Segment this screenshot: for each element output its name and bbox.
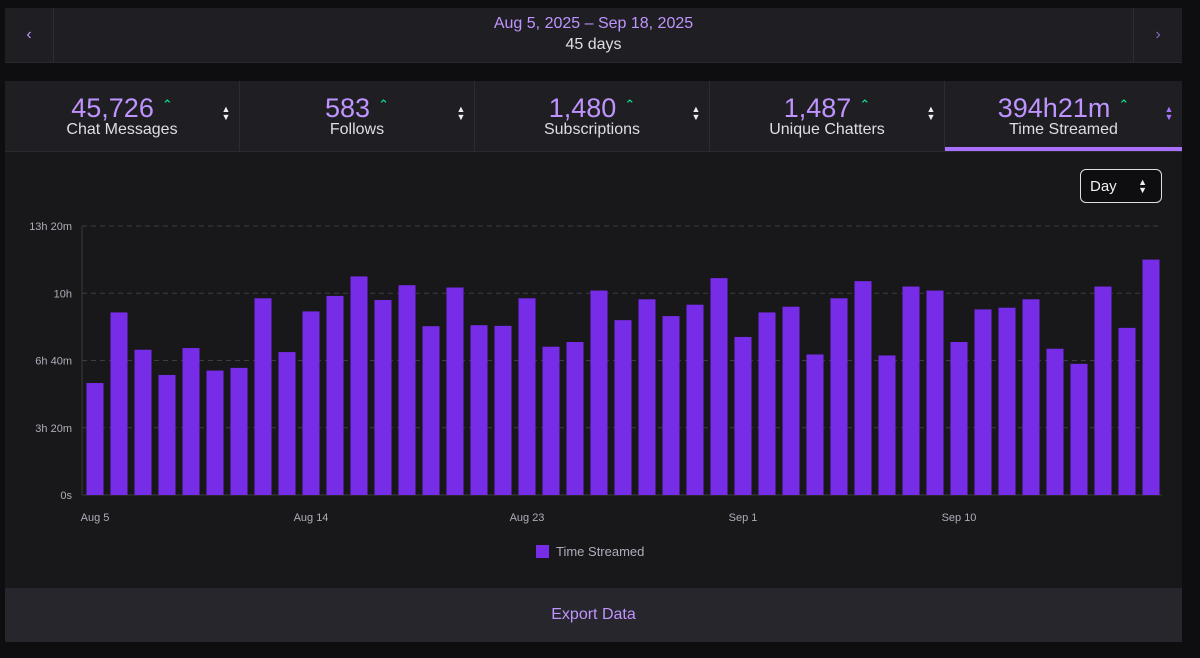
bar[interactable] bbox=[782, 306, 800, 495]
stat-value: 1,487 bbox=[783, 93, 852, 123]
previous-range-button[interactable]: ‹ bbox=[5, 8, 54, 62]
bar[interactable] bbox=[734, 336, 752, 495]
stat-tab-chat-messages[interactable]: 45,726 ⌃ Chat Messages ▲ ▼ bbox=[5, 81, 240, 151]
bar[interactable] bbox=[854, 281, 872, 495]
bar[interactable] bbox=[1022, 299, 1040, 495]
bar[interactable] bbox=[278, 352, 296, 495]
y-tick-label: 0s bbox=[60, 490, 72, 502]
stat-label: Follows bbox=[329, 121, 385, 138]
stat-tab-time-streamed[interactable]: 394h21m ⌃ Time Streamed ▲ ▼ bbox=[945, 81, 1182, 151]
trend-up-icon: ⌃ bbox=[378, 97, 389, 112]
bar[interactable] bbox=[110, 312, 128, 495]
bar[interactable] bbox=[710, 278, 728, 495]
bar[interactable] bbox=[1118, 327, 1136, 495]
bar[interactable] bbox=[1094, 286, 1112, 495]
bar[interactable] bbox=[974, 309, 992, 495]
bar[interactable] bbox=[638, 299, 656, 495]
sort-icon[interactable]: ▲ ▼ bbox=[456, 104, 466, 122]
bar[interactable] bbox=[86, 383, 104, 495]
sort-icon[interactable]: ▲ ▼ bbox=[1164, 104, 1174, 122]
bar[interactable] bbox=[1070, 363, 1088, 495]
bar[interactable] bbox=[998, 307, 1016, 495]
bar[interactable] bbox=[494, 325, 512, 495]
bar[interactable] bbox=[662, 316, 680, 495]
bar[interactable] bbox=[422, 326, 440, 495]
stat-value: 45,726 bbox=[71, 93, 154, 123]
trend-up-icon: ⌃ bbox=[161, 97, 173, 112]
bar[interactable] bbox=[1046, 348, 1064, 495]
bar[interactable] bbox=[470, 325, 488, 495]
bar[interactable] bbox=[590, 290, 608, 495]
trend-up-icon: ⌃ bbox=[624, 97, 636, 112]
export-data-button[interactable]: Export Data bbox=[5, 588, 1182, 642]
stat-tab-unique-chatters[interactable]: 1,487 ⌃ Unique Chatters ▲ ▼ bbox=[710, 81, 945, 151]
bar[interactable] bbox=[182, 348, 200, 495]
bar[interactable] bbox=[350, 276, 368, 495]
stat-label: Unique Chatters bbox=[769, 121, 885, 138]
stat-value: 394h21m bbox=[997, 93, 1111, 123]
stat-label: Chat Messages bbox=[66, 121, 178, 138]
bar[interactable] bbox=[518, 298, 536, 495]
bar[interactable] bbox=[254, 298, 272, 495]
trend-up-icon: ⌃ bbox=[859, 97, 871, 112]
bar[interactable] bbox=[614, 320, 632, 495]
bar[interactable] bbox=[902, 286, 920, 495]
time-streamed-chart: 0s 3h 20m 6h 40m 10h 13h 20m Aug 5 Aug 14 Aug … bbox=[29, 221, 1162, 559]
legend-label: Time Streamed bbox=[556, 544, 644, 559]
bar[interactable] bbox=[806, 354, 824, 495]
sort-icon[interactable]: ▲ ▼ bbox=[221, 104, 231, 122]
bar[interactable] bbox=[686, 304, 704, 495]
analytics-panel: 45,726 ⌃ Chat Messages ▲ ▼ 583 ⌃ Follows ▲ ▼… bbox=[5, 81, 1182, 642]
bar[interactable] bbox=[134, 349, 152, 495]
bar[interactable] bbox=[926, 290, 944, 495]
bar[interactable] bbox=[566, 342, 584, 495]
x-tick-label: Aug 23 bbox=[510, 512, 545, 524]
legend-swatch bbox=[536, 545, 549, 558]
bar[interactable] bbox=[446, 287, 464, 495]
bar[interactable] bbox=[230, 367, 248, 495]
x-tick-label: Aug 5 bbox=[81, 512, 110, 524]
bar[interactable] bbox=[950, 342, 968, 495]
date-range-display: Aug 5, 2025 – Sep 18, 2025 45 days bbox=[53, 8, 1134, 62]
bar[interactable] bbox=[830, 298, 848, 495]
chevron-right-icon: › bbox=[1155, 26, 1161, 43]
select-caret-icon: ▲ ▼ bbox=[1138, 177, 1147, 195]
stat-tabs: 45,726 ⌃ Chat Messages ▲ ▼ 583 ⌃ Follows ▲ ▼… bbox=[5, 81, 1182, 152]
date-range-length: 45 days bbox=[565, 36, 622, 53]
sort-icon[interactable]: ▲ ▼ bbox=[926, 104, 936, 122]
bar[interactable] bbox=[374, 299, 392, 495]
bar[interactable] bbox=[326, 295, 344, 495]
bar[interactable] bbox=[758, 312, 776, 495]
x-tick-label: Sep 1 bbox=[729, 512, 758, 524]
stat-value: 1,480 bbox=[548, 93, 617, 123]
bar[interactable] bbox=[302, 311, 320, 495]
stat-label: Subscriptions bbox=[543, 121, 641, 138]
granularity-value: Day bbox=[1090, 177, 1117, 195]
bar[interactable] bbox=[398, 285, 416, 495]
y-tick-label: 6h 40m bbox=[35, 356, 72, 368]
chevron-left-icon: ‹ bbox=[26, 26, 32, 43]
stat-tab-follows[interactable]: 583 ⌃ Follows ▲ ▼ bbox=[240, 81, 475, 151]
stat-value: 583 bbox=[325, 93, 371, 123]
sort-icon[interactable]: ▲ ▼ bbox=[691, 104, 701, 122]
trend-up-icon: ⌃ bbox=[1118, 97, 1130, 112]
stat-label: Time Streamed bbox=[1009, 121, 1118, 138]
x-tick-label: Aug 14 bbox=[294, 512, 329, 524]
bar[interactable] bbox=[206, 370, 224, 495]
bar[interactable] bbox=[1142, 259, 1160, 495]
y-tick-label: 13h 20m bbox=[29, 221, 72, 233]
date-range-dates: Aug 5, 2025 – Sep 18, 2025 bbox=[493, 15, 694, 32]
date-range-bar: ‹ Aug 5, 2025 – Sep 18, 2025 45 days › bbox=[5, 8, 1182, 63]
bar[interactable] bbox=[542, 346, 560, 495]
granularity-select[interactable]: Day ▲ ▼ bbox=[1080, 169, 1162, 203]
stat-tab-subscriptions[interactable]: 1,480 ⌃ Subscriptions ▲ ▼ bbox=[475, 81, 710, 151]
bar[interactable] bbox=[878, 355, 896, 495]
y-tick-label: 3h 20m bbox=[35, 423, 72, 435]
y-tick-label: 10h bbox=[54, 288, 72, 300]
next-range-button[interactable]: › bbox=[1133, 8, 1182, 62]
x-tick-label: Sep 10 bbox=[942, 512, 977, 524]
bar[interactable] bbox=[158, 374, 176, 495]
